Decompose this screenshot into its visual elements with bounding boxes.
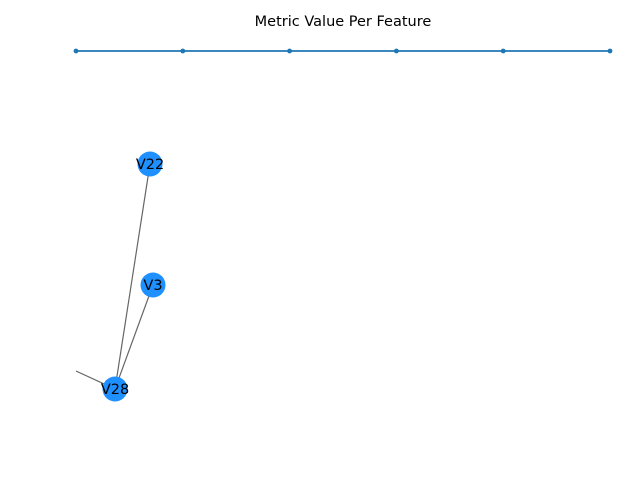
metric-point-5 bbox=[500, 48, 506, 54]
network-graph: V22 V3 V28 bbox=[75, 151, 166, 402]
node-marker[interactable] bbox=[102, 376, 128, 402]
graph-node-v3[interactable]: V3 bbox=[140, 272, 166, 298]
graph-node-v22[interactable]: V22 bbox=[136, 151, 164, 177]
metric-point-1 bbox=[73, 48, 79, 54]
node-label: V28 bbox=[101, 382, 129, 398]
graph-node-v28[interactable]: V28 bbox=[101, 376, 129, 402]
metric-point-6 bbox=[607, 48, 613, 54]
node-label: V3 bbox=[143, 278, 162, 294]
metric-line-markers bbox=[73, 48, 613, 54]
node-marker[interactable] bbox=[137, 151, 163, 177]
figure-title: Metric Value Per Feature bbox=[255, 14, 432, 30]
edge-v28-v3 bbox=[114, 284, 154, 390]
metric-line bbox=[73, 48, 613, 54]
node-marker[interactable] bbox=[140, 272, 166, 298]
node-label: V22 bbox=[136, 157, 164, 173]
metric-point-2 bbox=[180, 48, 186, 54]
edge-v28-v22 bbox=[114, 163, 151, 390]
metric-point-4 bbox=[394, 48, 399, 54]
metric-point-3 bbox=[287, 48, 292, 54]
